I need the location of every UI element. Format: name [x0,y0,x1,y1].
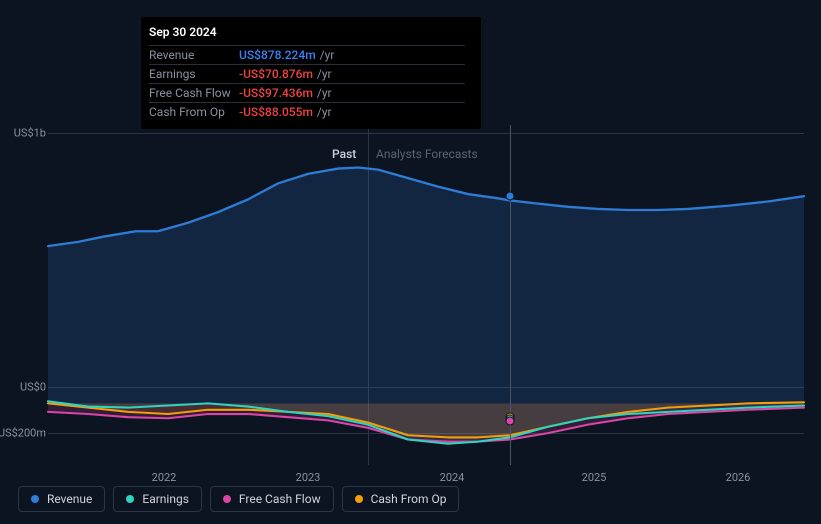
hover-marker [506,417,515,426]
tooltip-row: Free Cash Flow-US$97.436m/yr [149,83,465,102]
tooltip-row-value: -US$97.436m [239,86,313,100]
tooltip-row-label: Free Cash Flow [149,86,239,100]
tooltip-row-unit: /yr [317,67,332,81]
legend-item-revenue[interactable]: Revenue [18,486,105,512]
legend-dot [355,495,363,503]
tooltip-row-value: -US$88.055m [239,105,313,119]
tooltip-row-label: Cash From Op [149,105,239,119]
tooltip-row-unit: /yr [317,86,332,100]
legend-dot [223,495,231,503]
x-axis-label: 2022 [152,471,177,484]
chart-legend: Revenue Earnings Free Cash Flow Cash From O… [18,486,459,512]
y-axis-label: US$0 [20,381,46,394]
tooltip-row-value: US$878.224m [239,48,316,62]
tooltip-row-unit: /yr [317,105,332,119]
y-axis-label: -US$200m [0,427,46,440]
hover-marker [506,192,515,201]
legend-item-cash-from-op[interactable]: Cash From Op [342,486,460,512]
chart-plot: Past Analysts Forecasts 2022202320242025… [48,125,804,465]
legend-label: Earnings [142,492,189,506]
tooltip-row: Earnings-US$70.876m/yr [149,64,465,83]
forecast-chart: Past Analysts Forecasts 2022202320242025… [18,125,804,465]
legend-label: Cash From Op [371,492,447,506]
chart-lines [48,125,804,465]
tooltip-row-label: Revenue [149,48,239,62]
tooltip-row: RevenueUS$878.224m/yr [149,45,465,64]
x-axis-label: 2023 [296,471,321,484]
legend-item-free-cash-flow[interactable]: Free Cash Flow [210,486,334,512]
tooltip-row: Cash From Op-US$88.055m/yr [149,102,465,121]
legend-label: Revenue [47,492,92,506]
legend-dot [126,495,134,503]
legend-dot [31,495,39,503]
x-axis-label: 2026 [726,471,751,484]
x-axis-label: 2024 [440,471,465,484]
tooltip-row-value: -US$70.876m [239,67,313,81]
tooltip-row-label: Earnings [149,67,239,81]
tooltip-row-unit: /yr [320,48,335,62]
chart-tooltip: Sep 30 2024 RevenueUS$878.224m/yrEarning… [141,17,481,129]
x-axis-labels: 2022 2023 2024 2025 2026 [96,471,804,487]
legend-label: Free Cash Flow [239,492,321,506]
x-axis-label: 2025 [582,471,607,484]
tooltip-date: Sep 30 2024 [149,25,465,45]
legend-item-earnings[interactable]: Earnings [113,486,202,512]
y-axis-label: US$1b [14,127,46,140]
